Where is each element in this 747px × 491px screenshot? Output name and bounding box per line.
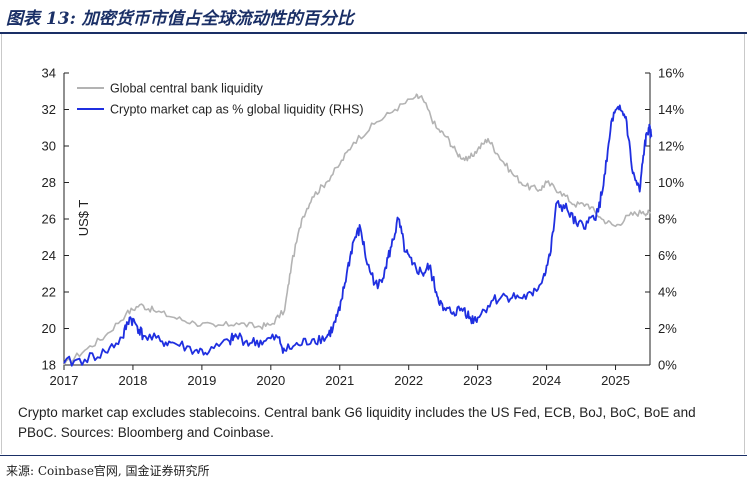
left-y-tick-label: 34 — [42, 66, 56, 81]
left-y-tick-label: 24 — [42, 248, 56, 263]
x-tick-label: 2024 — [532, 373, 561, 388]
left-y-tick-label: 30 — [42, 139, 56, 154]
chart-footnote: Crypto market cap excludes stablecoins. … — [18, 405, 696, 440]
legend-label-2: Crypto market cap as % global liquidity … — [110, 103, 364, 117]
right-y-tick-label: 8% — [658, 212, 677, 227]
left-y-tick-label: 28 — [42, 175, 56, 190]
x-tick-label: 2022 — [394, 373, 423, 388]
x-tick-label: 2018 — [118, 373, 147, 388]
left-y-tick-label: 20 — [42, 321, 56, 336]
title-bar: 图表 13: 加密货币市值占全球流动性的百分比 — [0, 0, 747, 40]
left-y-tick-label: 26 — [42, 212, 56, 227]
x-tick-label: 2023 — [463, 373, 492, 388]
series-line-1 — [63, 93, 651, 366]
chart-frame — [1, 34, 745, 454]
left-y-tick-label: 18 — [42, 358, 56, 373]
x-tick-label: 2017 — [50, 373, 79, 388]
figure-title: 图表 13: 加密货币市值占全球流动性的百分比 — [6, 9, 354, 29]
source-line: 来源: Coinbase官网, 国金证券研究所 — [6, 464, 210, 478]
right-y-tick-label: 0% — [658, 358, 677, 373]
right-y-tick-label: 16% — [658, 66, 684, 81]
legend-label-1: Global central bank liquidity — [110, 82, 264, 96]
x-tick-label: 2020 — [256, 373, 285, 388]
right-y-tick-label: 10% — [658, 175, 684, 190]
chart: 1820222426283032340%2%4%6%8%10%12%14%16%… — [42, 66, 685, 389]
title-divider — [0, 32, 747, 34]
x-tick-label: 2021 — [325, 373, 354, 388]
left-axis-label: US$ T — [76, 200, 91, 237]
x-tick-label: 2019 — [187, 373, 216, 388]
left-y-tick-label: 32 — [42, 102, 56, 117]
x-tick-label: 2025 — [601, 373, 630, 388]
right-y-tick-label: 4% — [658, 285, 677, 300]
right-y-tick-label: 12% — [658, 139, 684, 154]
right-y-tick-label: 14% — [658, 102, 684, 117]
right-y-tick-label: 6% — [658, 248, 677, 263]
right-y-tick-label: 2% — [658, 321, 677, 336]
left-y-tick-label: 22 — [42, 285, 56, 300]
series-line-2 — [63, 104, 653, 367]
bottom-divider — [0, 455, 747, 456]
